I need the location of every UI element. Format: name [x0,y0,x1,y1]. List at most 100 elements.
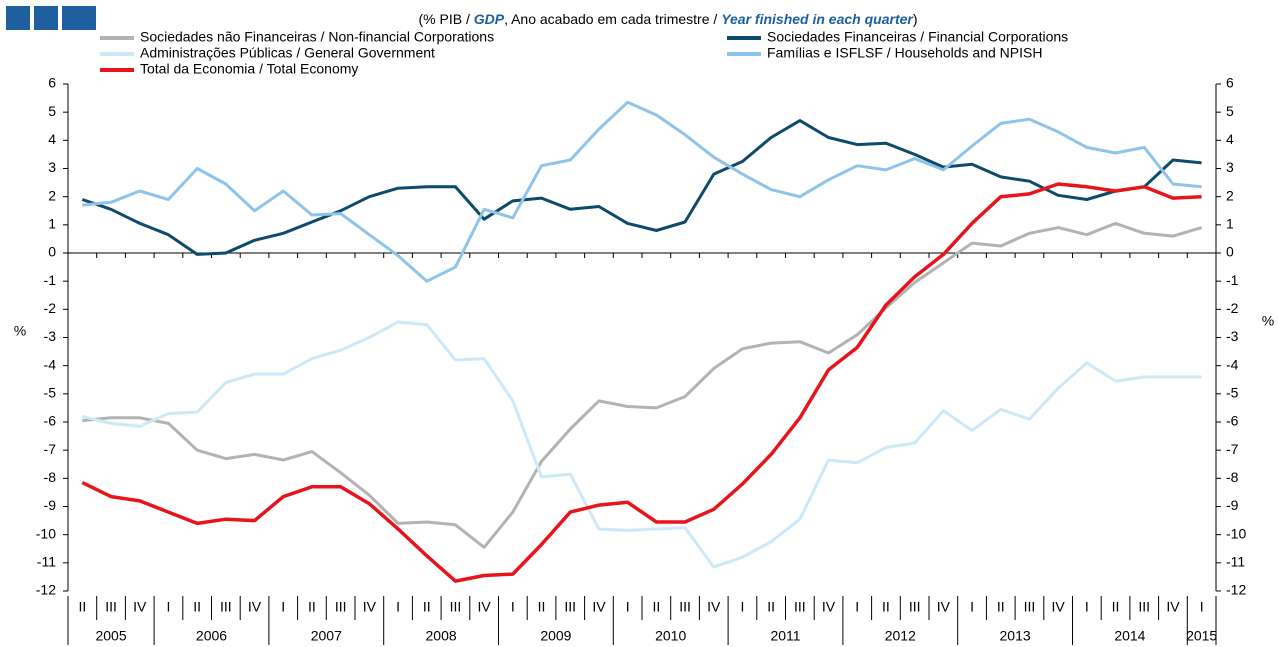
x-tick-label: IV [1166,599,1180,615]
x-tick-label: II [882,599,890,615]
x-tick-label: I [511,599,515,615]
series-line [81,119,1202,256]
y-tick-label: 2 [48,187,56,203]
x-tick-label: IV [707,599,721,615]
y2-tick-label: -10 [1226,525,1246,541]
y2-tick-label: 3 [1226,159,1234,175]
y2-tick-label: 6 [1226,75,1234,91]
y-tick-label: -11 [37,554,56,570]
year-label: 2006 [196,628,227,644]
year-label: 2014 [1114,628,1145,644]
y2-tick-label: -4 [1226,356,1239,372]
x-tick-label: I [970,599,974,615]
y2-tick-label: -1 [1226,272,1239,288]
y-tick-label: -12 [36,582,56,598]
y2-tick-label: 5 [1226,103,1234,119]
y-tick-label: -1 [44,272,57,288]
y-tick-label: 6 [48,75,56,91]
x-tick-label: I [167,599,171,615]
x-tick-label: IV [133,599,147,615]
y-tick-label: -9 [44,497,57,513]
x-tick-label: II [308,599,316,615]
year-label: 2005 [95,628,126,644]
y2-tick-label: -3 [1226,328,1239,344]
x-tick-label: II [767,599,775,615]
x-tick-label: IV [248,599,262,615]
y2-tick-label: -12 [1226,582,1246,598]
y-tick-label: 4 [48,131,56,147]
x-tick-label: II [538,599,546,615]
year-label: 2012 [885,628,916,644]
x-tick-label: III [1138,599,1150,615]
x-tick-label: II [193,599,201,615]
legend-label: Administrações Públicas / General Govern… [140,45,435,61]
x-tick-label: II [652,599,660,615]
x-tick-label: I [281,599,285,615]
x-tick-label: IV [478,599,492,615]
x-tick-label: III [1024,599,1036,615]
y-tick-label: -7 [44,441,57,457]
y-tick-label: -2 [44,300,57,316]
y-tick-label: 1 [48,216,56,232]
x-tick-label: I [396,599,400,615]
x-tick-label: III [105,599,117,615]
y-tick-label: 3 [48,159,56,175]
x-tick-label: I [855,599,859,615]
y-tick-label: -8 [44,469,57,485]
y2-tick-label: 4 [1226,131,1234,147]
x-tick-label: IV [363,599,377,615]
legend-label: Sociedades Financeiras / Financial Corpo… [767,29,1068,45]
x-tick-label: III [564,599,576,615]
year-label: 2009 [540,628,571,644]
logo-square [34,6,58,30]
y2-tick-label: -11 [1226,554,1245,570]
y-tick-label: -6 [44,413,57,429]
x-tick-label: IV [822,599,836,615]
y-axis-label: % [14,323,26,339]
year-label: 2010 [655,628,686,644]
x-tick-label: III [450,599,462,615]
y2-tick-label: 2 [1226,187,1234,203]
year-label: 2007 [311,628,342,644]
series-line [81,320,1202,569]
series-line [82,221,1203,549]
x-tick-label: I [741,599,745,615]
series-line [81,182,1202,583]
year-label: 2015 [1186,628,1217,644]
y2-tick-label: -9 [1226,497,1239,513]
logo-square [6,6,30,30]
y2-tick-label: -2 [1226,300,1239,316]
y-tick-label: 5 [48,103,56,119]
year-label: 2013 [1000,628,1031,644]
x-tick-label: II [997,599,1005,615]
x-tick-label: I [1085,599,1089,615]
x-tick-label: I [1200,599,1204,615]
x-tick-label: IV [937,599,951,615]
y2-tick-label: -5 [1226,385,1239,401]
x-tick-label: III [794,599,806,615]
y-tick-label: 0 [48,244,56,260]
x-tick-label: III [909,599,921,615]
year-label: 2008 [426,628,457,644]
y2-tick-label: -8 [1226,469,1239,485]
x-tick-label: II [423,599,431,615]
x-tick-label: III [335,599,347,615]
y2-tick-label: 0 [1226,244,1234,260]
y-tick-label: -4 [44,356,57,372]
x-tick-label: II [78,599,86,615]
x-tick-label: IV [1052,599,1066,615]
legend-label: Total da Economia / Total Economy [140,61,358,77]
y-tick-label: -3 [44,328,57,344]
subtitle: (% PIB / GDP, Ano acabado em cada trimes… [418,11,917,27]
y2-tick-label: -6 [1226,413,1239,429]
x-tick-label: IV [592,599,606,615]
legend-label: Sociedades não Financeiras / Non-financi… [140,29,494,45]
x-tick-label: III [220,599,232,615]
y2-tick-label: -7 [1226,441,1239,457]
logo-square [62,6,96,30]
y2-axis-label: % [1262,313,1274,329]
y2-tick-label: 1 [1226,216,1234,232]
legend-label: Famílias e ISFLSF / Households and NPISH [767,45,1042,61]
series-line [82,100,1202,283]
